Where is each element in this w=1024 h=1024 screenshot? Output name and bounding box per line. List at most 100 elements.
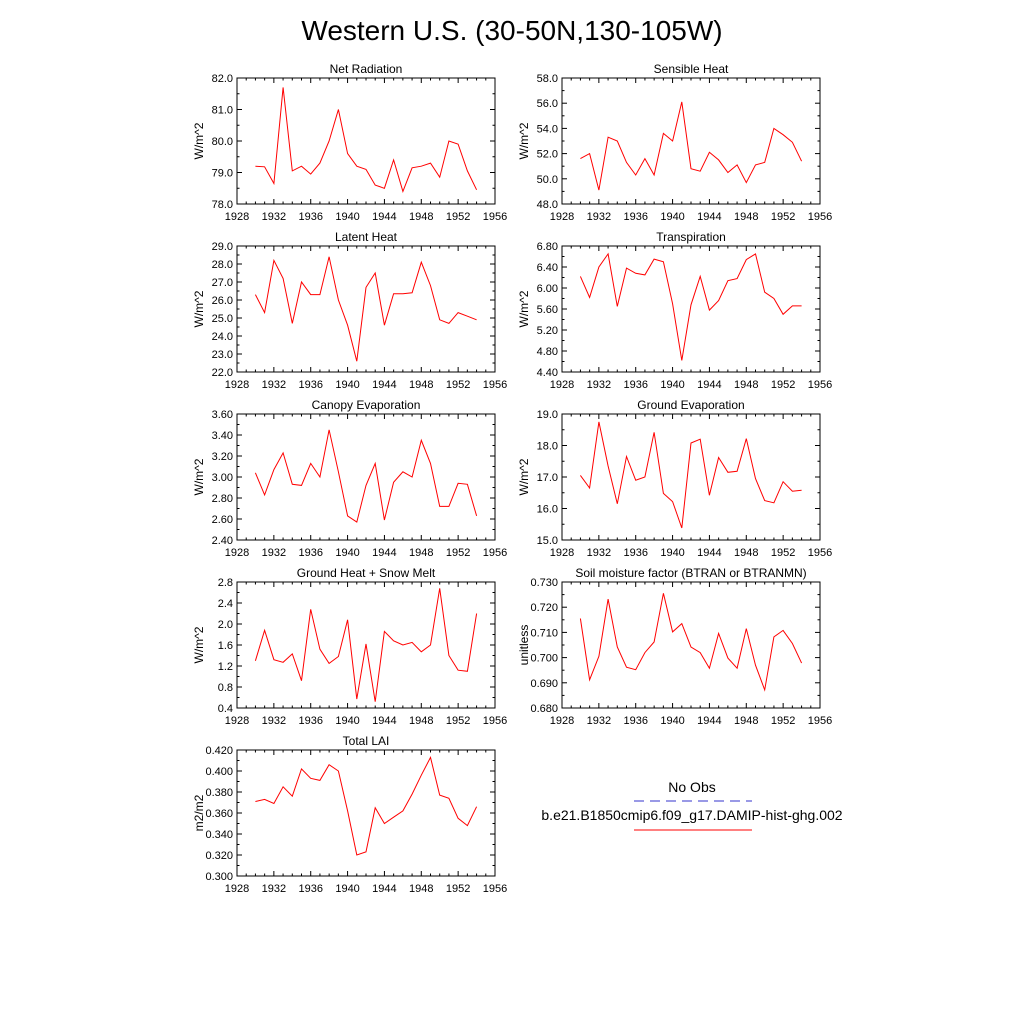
x-tick-label: 1944 [372, 547, 396, 559]
x-tick-label: 1944 [697, 379, 721, 391]
panel-net-radiation: Net Radiation W/m^2 1928 1932 1936 1940 1944 19… [192, 62, 507, 223]
y-tick-label: 16.0 [537, 504, 558, 516]
panel-title: Sensible Heat [654, 62, 729, 76]
panel-title: Soil moisture factor (BTRAN or BTRANMN) [575, 566, 806, 580]
x-tick-label: 1948 [409, 379, 433, 391]
series-line-latent-heat [254, 256, 477, 362]
panel-soil-moisture-factor-btran-or-btranmn: Soil moisture factor (BTRAN or BTRANMN) u… [517, 566, 832, 727]
x-tick-label: 1932 [262, 211, 286, 223]
x-tick-label: 1928 [225, 547, 249, 559]
series-line-sensible-heat [580, 101, 803, 191]
panel-ground-evaporation: Ground Evaporation W/m^2 1928 1932 1936 1940 1… [517, 398, 832, 559]
y-tick-label: 4.40 [537, 367, 558, 379]
y-tick-label: 5.60 [537, 304, 558, 316]
x-tick-label: 1928 [225, 883, 249, 895]
y-tick-label: 80.0 [212, 136, 233, 148]
plot-frame [236, 413, 496, 541]
x-tick-label: 1948 [734, 211, 758, 223]
y-tick-label: 2.8 [218, 577, 233, 589]
y-tick-label: 0.680 [530, 703, 558, 715]
y-tick-label: 78.0 [212, 199, 233, 211]
panel-title: Ground Heat + Snow Melt [297, 566, 436, 580]
y-tick-label: 2.4 [218, 598, 233, 610]
y-tick-label: 1.2 [218, 661, 233, 673]
y-axis-label: W/m^2 [192, 290, 206, 327]
x-tick-label: 1940 [660, 211, 684, 223]
y-tick-label: 82.0 [212, 73, 233, 85]
x-tick-label: 1952 [771, 715, 795, 727]
y-tick-label: 25.0 [212, 313, 233, 325]
y-tick-label: 3.60 [212, 409, 233, 421]
x-tick-label: 1952 [446, 715, 470, 727]
y-tick-label: 2.40 [212, 535, 233, 547]
y-tick-label: 27.0 [212, 277, 233, 289]
x-tick-label: 1948 [409, 211, 433, 223]
y-tick-label: 29.0 [212, 241, 233, 253]
panel-transpiration: Transpiration W/m^2 1928 1932 1936 1940 1944 19… [517, 230, 832, 391]
y-tick-label: 2.60 [212, 514, 233, 526]
y-tick-label: 15.0 [537, 535, 558, 547]
x-tick-label: 1936 [623, 715, 647, 727]
y-tick-label: 3.40 [212, 430, 233, 442]
x-tick-label: 1944 [372, 379, 396, 391]
x-tick-label: 1936 [298, 715, 322, 727]
x-tick-label: 1928 [225, 379, 249, 391]
y-tick-label: 56.0 [537, 98, 558, 110]
y-tick-label: 4.80 [537, 346, 558, 358]
x-tick-label: 1944 [372, 715, 396, 727]
x-tick-label: 1932 [587, 379, 611, 391]
series-line-net-radiation [255, 87, 478, 193]
x-tick-label: 1956 [808, 547, 832, 559]
series-line-soil-moisture-factor-btran-or-btranmn [579, 593, 803, 692]
x-tick-label: 1956 [808, 211, 832, 223]
panel-title: Latent Heat [335, 230, 398, 244]
x-tick-label: 1956 [483, 211, 507, 223]
figure-title: Western U.S. (30-50N,130-105W) [301, 15, 722, 46]
plot-frame [561, 77, 821, 205]
x-tick-label: 1948 [734, 547, 758, 559]
series-line-transpiration [579, 252, 802, 361]
x-tick-label: 1936 [298, 883, 322, 895]
x-tick-label: 1932 [587, 715, 611, 727]
legend-obs-label: No Obs [668, 779, 715, 795]
x-tick-label: 1928 [225, 211, 249, 223]
legend: No Obs b.e21.B1850cmip6.f09_g17.DAMIP-hi… [541, 779, 843, 831]
y-tick-label: 24.0 [212, 331, 233, 343]
panel-title: Net Radiation [330, 62, 403, 76]
x-tick-label: 1940 [660, 715, 684, 727]
y-tick-label: 19.0 [537, 409, 558, 421]
panel-title: Canopy Evaporation [312, 398, 421, 412]
y-tick-label: 5.20 [537, 325, 558, 337]
x-tick-label: 1956 [483, 547, 507, 559]
x-tick-label: 1952 [446, 883, 470, 895]
y-axis-label: W/m^2 [192, 122, 206, 159]
panel-total-lai: Total LAI m2/m2 1928 1932 1936 1940 1944 1948 19… [192, 734, 507, 895]
y-tick-label: 0.710 [530, 627, 558, 639]
x-tick-label: 1956 [483, 883, 507, 895]
x-tick-label: 1956 [483, 379, 507, 391]
y-tick-label: 6.00 [537, 283, 558, 295]
y-tick-label: 3.20 [212, 451, 233, 463]
x-tick-label: 1944 [697, 211, 721, 223]
y-tick-label: 50.0 [537, 174, 558, 186]
x-tick-label: 1940 [660, 547, 684, 559]
x-tick-label: 1952 [446, 379, 470, 391]
x-tick-label: 1932 [262, 715, 286, 727]
series-line-canopy-evaporation [254, 429, 478, 523]
x-tick-label: 1940 [335, 211, 359, 223]
panel-ground-heat-snow-melt: Ground Heat + Snow Melt W/m^2 1928 1932 1936… [192, 566, 507, 727]
y-tick-label: 54.0 [537, 123, 558, 135]
y-tick-label: 0.700 [530, 653, 558, 665]
legend-model-label: b.e21.B1850cmip6.f09_g17.DAMIP-hist-ghg.… [541, 807, 842, 823]
x-tick-label: 1944 [697, 547, 721, 559]
x-tick-label: 1940 [335, 379, 359, 391]
y-axis-label: W/m^2 [517, 122, 531, 159]
x-tick-label: 1948 [409, 715, 433, 727]
y-tick-label: 0.400 [205, 766, 233, 778]
x-tick-label: 1940 [335, 547, 359, 559]
y-tick-label: 2.80 [212, 493, 233, 505]
y-axis-label: W/m^2 [517, 290, 531, 327]
y-tick-label: 18.0 [537, 441, 558, 453]
panel-latent-heat: Latent Heat W/m^2 1928 1932 1936 1940 1944 1948… [192, 230, 507, 391]
y-tick-label: 0.690 [530, 678, 558, 690]
